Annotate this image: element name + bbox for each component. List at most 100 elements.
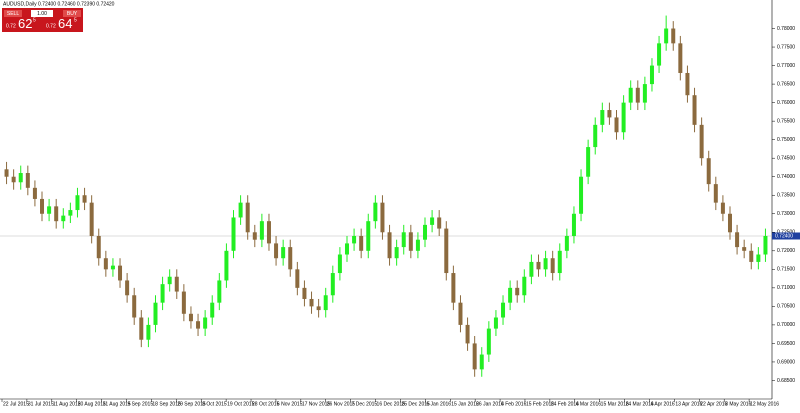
x-tick-label: 6 Jan 2016 [426, 401, 451, 407]
sell-label: SELL [7, 11, 19, 17]
x-tick-label: 9 Sep 2015 [128, 401, 154, 407]
candle-body [387, 232, 392, 259]
candle-body [444, 228, 449, 274]
x-tick-label: 25 Dec 2015 [401, 401, 430, 407]
candle-body [607, 110, 612, 118]
sell-price-big: 0.72 [6, 23, 16, 29]
candle-body [472, 343, 477, 370]
x-tick-label: 7 Dec 2015 [352, 401, 378, 407]
candle-body [40, 198, 45, 214]
candle-body [288, 247, 293, 270]
candle-body [571, 213, 576, 236]
candle-body [720, 202, 725, 214]
candle-body [125, 280, 130, 296]
x-tick-label: 24 Feb 2016 [551, 401, 579, 407]
candle-body [11, 176, 16, 183]
lots-box[interactable] [31, 10, 53, 17]
x-tick-label: 22 Jul 2015 [3, 401, 29, 407]
candle-body [167, 276, 172, 285]
candle-body [486, 328, 491, 355]
x-tick-label: 15 Jan 2016 [451, 401, 479, 407]
y-tick-label: 0.76500 [777, 81, 795, 87]
sell-button[interactable] [4, 10, 22, 17]
candle-body [32, 187, 37, 199]
trade-panel: SELL 1.00 BUY 0.72 62 5 0.72 64 5 [2, 8, 83, 32]
candle-body [103, 258, 108, 270]
candle-body [238, 202, 243, 218]
candle-body [352, 235, 357, 244]
candle-body [536, 261, 541, 270]
candle-body [543, 258, 548, 270]
candle-body [61, 215, 66, 222]
y-tick-label: 0.75000 [777, 137, 795, 143]
candle-body [337, 254, 342, 274]
candle-body [181, 291, 186, 314]
x-tick-label: 24 Mar 2016 [626, 401, 654, 407]
y-tick-label: 0.69000 [777, 359, 795, 365]
candle-body [203, 317, 208, 329]
candle-body [82, 195, 87, 203]
candle-body [628, 87, 633, 103]
candle-body [373, 202, 378, 222]
candle-body [316, 306, 321, 311]
x-tick-label: 6 Nov 2015 [277, 401, 303, 407]
x-tick-label: 15 Feb 2016 [526, 401, 554, 407]
candle-body [508, 287, 513, 303]
y-tick-label: 0.74000 [777, 174, 795, 180]
candle-body [366, 221, 371, 251]
x-tick-label: 26 Jan 2016 [476, 401, 504, 407]
candle-body [75, 195, 80, 211]
candle-body [252, 232, 257, 240]
y-tick-label: 0.78000 [777, 26, 795, 32]
candle-body [401, 232, 406, 248]
candle-body [621, 102, 626, 133]
candle-body [245, 202, 250, 233]
candle-body [89, 202, 94, 236]
candle-body [68, 210, 73, 216]
candle-body [642, 84, 647, 103]
candle-body [671, 28, 676, 44]
candle-body [699, 124, 704, 159]
candle-body [18, 173, 23, 183]
y-tick-label: 0.71500 [777, 267, 795, 273]
candle-body [451, 273, 456, 303]
candle-body [96, 235, 101, 259]
candle-body [4, 169, 9, 177]
x-tick-label: 4 Feb 2016 [501, 401, 527, 407]
x-tick-label: 31 Jul 2015 [28, 401, 54, 407]
candle-body [586, 147, 591, 177]
candle-body [465, 324, 470, 344]
y-tick-label: 0.70500 [777, 304, 795, 310]
y-tick-label: 0.72000 [777, 248, 795, 254]
y-tick-label: 0.68500 [777, 378, 795, 384]
candle-body [430, 217, 435, 225]
candle-body [196, 321, 201, 329]
candle-body [224, 250, 229, 281]
candle-body [522, 276, 527, 296]
candle-body [742, 247, 747, 251]
buy-button[interactable] [63, 10, 81, 17]
candle-body [735, 232, 740, 248]
candle-body [323, 295, 328, 311]
candle-body [359, 235, 364, 251]
sell-price-frac: 5 [33, 17, 36, 23]
candle-body [408, 232, 413, 251]
y-tick-label: 0.70000 [777, 322, 795, 328]
candle-body [302, 287, 307, 299]
x-tick-label: 20 Aug 2015 [78, 401, 106, 407]
candle-body [692, 95, 697, 125]
x-tick-label: 4 Apr 2016 [650, 401, 674, 407]
lots-value: 1.00 [37, 11, 47, 17]
buy-price-big: 0.72 [46, 23, 56, 29]
candle-body [756, 254, 761, 262]
x-tick-label: 19 Oct 2015 [227, 401, 254, 407]
candle-body [657, 43, 662, 66]
candle-body [309, 298, 314, 307]
candle-body [231, 217, 236, 251]
candle-body [635, 87, 640, 103]
candle-body [295, 269, 300, 288]
x-tick-label: 8 Oct 2015 [202, 401, 227, 407]
candle-body [614, 117, 619, 133]
candle-body [266, 221, 271, 244]
